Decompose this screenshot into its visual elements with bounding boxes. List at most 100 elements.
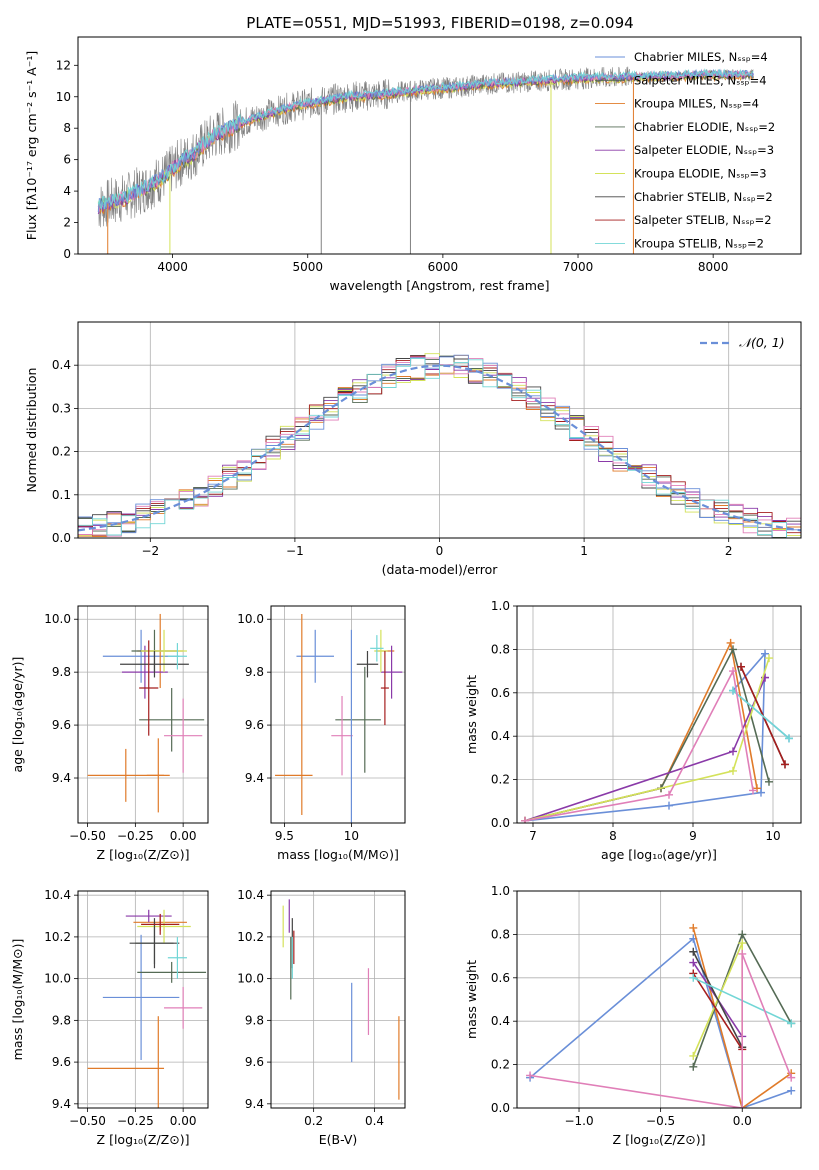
spectrum-ytick-label: 8 [63,121,71,135]
residuals-xtick-label: −1 [286,544,304,558]
weight-point-marker [526,1071,535,1080]
mass_vs_Z-ytick-label: 10.0 [44,972,71,986]
weight-point-marker [765,777,773,786]
mass_vs_ebv-xlabel: E(B-V) [319,1132,358,1147]
weight_vs_age-ytick-label: 0.2 [491,773,510,787]
plots: 4000 5000 6000 7000 8000024681012wavelength … [10,36,802,1147]
residuals-xtick-label: 1 [580,544,588,558]
age_vs_Z-xtick-label: 0.00 [170,829,197,843]
age_vs_Z-frame [77,605,209,824]
weight-point-marker [689,973,698,982]
spectrum-xtick-label: 5000 [292,260,323,274]
weight-point-marker [665,801,673,810]
weight_vs_age-xlabel: age [log₁₀(age/yr)] [601,847,717,862]
weight_vs_age-xtick-label: 8 [609,829,617,843]
age_vs_mass-ytick-label: 9.8 [245,665,264,679]
weight_vs_age-ytick-label: 0.6 [491,686,510,700]
weight_vs_Z-xlabel: Z [log₁₀(Z/Z⊙)] [613,1132,706,1147]
errorbar-point [164,986,203,1029]
weight_vs_age-ytick-label: 1.0 [491,599,510,613]
weight-point-marker [738,1104,747,1108]
spectrum-plot-area [97,66,754,254]
mass_vs_ebv-xtick-label: 0.4 [365,1114,384,1128]
age_vs_Z-ytick-label: 9.8 [52,665,71,679]
mass_vs_Z-plot-area [87,909,207,1108]
weight_vs_age-axes: 7 8 9 10 0.0 0.2 0.4 0.6 0.8 1.0 age [log₁₀(age/yr… [464,599,781,862]
spectrum-ytick-label: 2 [63,216,71,230]
errorbar-point [121,645,168,699]
mass_vs_ebv-ytick-label: 9.8 [245,1013,264,1027]
mass_vs_ebv-ytick-label: 10.2 [237,930,264,944]
age_vs_Z-xlabel: Z [log₁₀(Z/Z⊙)] [97,847,190,862]
weight_vs_age-panel: 7 8 9 10 0.0 0.2 0.4 0.6 0.8 1.0 age [log₁₀(age/yr… [464,599,802,862]
age_vs_mass-panel: 9.5 10 9.4 9.6 9.8 10.0 mass [log₁₀(M/M⊙)] [237,605,406,862]
spectrum-ytick-label: 4 [63,184,71,198]
legend-label: Salpeter ELODIE, Nₛₛₚ=3 [634,143,774,157]
weight-series-line [732,689,790,740]
weight-series-line [692,951,743,1048]
weight-point-marker [729,766,737,775]
residuals-ytick-label: 0.3 [52,401,71,415]
spectrum-axes: 4000 5000 6000 7000 8000 0 2 4 6 8 10 12 wavelength … [24,51,728,293]
weight_vs_Z-xtick-label: −0.5 [646,1114,675,1128]
errorbar-point [102,934,180,1061]
legend-label: Salpeter MILES, Nₛₛₚ=4 [634,73,767,87]
mass_vs_Z-ytick-label: 9.4 [52,1097,71,1111]
weight_vs_age-ylabel: mass weight [464,675,479,754]
weight-point-marker [787,1086,796,1095]
errorbar-point [167,643,187,670]
residual-histogram-series [78,358,801,538]
spectrum-xtick-label: 4000 [157,260,188,274]
age_vs_mass-ytick-label: 9.4 [245,771,264,785]
mass_vs_Z-axes: −0.50 −0.25 0.00 9.4 9.6 9.8 10.0 10.2 10.4 Z [lo… [10,888,197,1147]
legend-label: Salpeter STELIB, Nₛₛₚ=2 [634,213,772,227]
figure-title: PLATE=0551, MJD=51993, FIBERID=0198, z=0… [246,14,633,32]
mass_vs_ebv-ytick-label: 9.6 [245,1055,264,1069]
age_vs_mass-plot-area [275,613,403,823]
legend-label: Chabrier ELODIE, Nₛₛₚ=2 [634,120,775,134]
errorbar-point [139,640,159,736]
weight_vs_age-ytick-label: 0.8 [491,642,510,656]
mass_vs_ebv-frame [270,890,406,1109]
residuals-xlabel: (data-model)/error [382,562,499,577]
spectrum-frame [77,36,802,255]
weight-point-marker [787,1073,796,1082]
weight-point-marker [729,645,737,654]
spectrum-legend: Chabrier MILES, Nₛₛₚ=4 Salpeter MILES, Nₛ… [595,50,775,250]
weight-point-marker [738,939,747,948]
weight-point-marker [738,930,747,939]
errorbar-point [167,936,187,979]
weight-point-marker [726,638,735,647]
mass_vs_Z-ytick-label: 9.8 [52,1013,71,1027]
mass_vs_ebv-axes: 0.2 0.4 9.4 9.6 9.8 10.0 10.2 10.4 E(B-V) [237,888,384,1147]
weight-point-marker [765,654,773,663]
spectrum-xlabel: wavelength [Angstrom, rest frame] [329,278,549,293]
weight_vs_Z-ytick-label: 0.2 [491,1058,510,1072]
age_vs_Z-panel: −0.50 −0.25 0.00 9.4 9.6 9.8 10.0 Z [log₁₀(Z/Z⊙… [10,605,209,862]
weight-point-marker [521,816,529,823]
spectrum-ylabel: Flux [fλ10⁻¹⁷ erg cm⁻² s⁻¹ A⁻¹] [24,51,39,240]
errorbar-point [380,650,389,726]
errorbar-point [370,635,384,662]
spectrum-ytick-label: 10 [56,90,71,104]
mass_vs_Z-xlabel: Z [log₁₀(Z/Z⊙)] [97,1132,190,1147]
residuals-xtick-label: 2 [725,544,733,558]
age_vs_Z-xtick-label: −0.50 [69,829,106,843]
legend-label: Chabrier MILES, Nₛₛₚ=4 [634,50,768,64]
mass_vs_Z-xtick-label: −0.50 [69,1114,106,1128]
age_vs_mass-xtick-label: 10 [344,829,359,843]
weight-point-marker [729,747,737,756]
mass_vs_ebv-ytick-label: 10.4 [237,888,264,902]
spectrum-ytick-label: 12 [56,58,71,72]
weight-point-marker [757,788,765,797]
weight-point-marker [689,958,698,967]
residuals-ytick-label: 0.4 [52,358,71,372]
mass_vs_Z-xtick-label: 0.00 [170,1114,197,1128]
spectrum-panel: 4000 5000 6000 7000 8000 0 2 4 6 8 10 12 wavelength … [24,36,802,293]
errorbar-point [137,961,207,983]
weight_vs_age-ytick-label: 0.4 [491,729,510,743]
mass_vs_Z-xtick-label: −0.25 [117,1114,154,1128]
weight-point-marker [689,1051,698,1060]
age_vs_mass-xtick-label: 9.5 [275,829,294,843]
mass_vs_Z-ylabel: mass [log₁₀(M/M⊙)] [10,939,25,1061]
